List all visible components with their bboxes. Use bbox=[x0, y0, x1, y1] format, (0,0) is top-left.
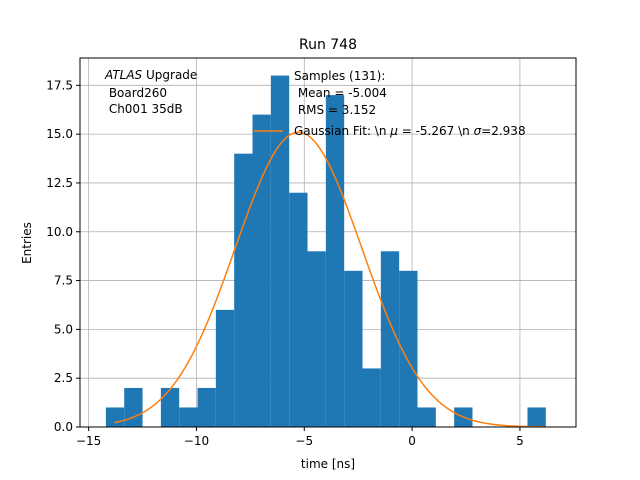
x-axis-label: time [ns] bbox=[301, 457, 355, 471]
histogram-bar bbox=[270, 75, 290, 428]
legend-fit-entry: Gaussian Fit: \n μ = -5.267 \n σ=2.938 bbox=[294, 124, 526, 138]
x-tick-label: 0 bbox=[408, 434, 416, 448]
histogram-bar bbox=[325, 95, 345, 427]
x-tick-label: −5 bbox=[295, 434, 313, 448]
legend-fit-suffix: =2.938 bbox=[481, 124, 525, 138]
y-axis-ticks: 0.0 2.5 5.0 7.5 10.0 12.5 15.0 17.5 bbox=[46, 78, 80, 434]
legend-samples-title: Samples (131): bbox=[294, 69, 385, 83]
y-tick-label: 2.5 bbox=[54, 371, 73, 385]
legend-fit-sigma: σ bbox=[474, 124, 482, 138]
histogram-bar bbox=[399, 270, 418, 427]
y-axis-label: Entries bbox=[20, 222, 34, 264]
x-axis-ticks: −15 −10 −5 0 5 bbox=[76, 427, 524, 448]
y-tick-label: 12.5 bbox=[46, 176, 73, 190]
x-tick-label: −15 bbox=[76, 434, 101, 448]
annotation-line-3: Ch001 35dB bbox=[105, 102, 183, 116]
histogram-bar bbox=[197, 387, 216, 427]
histogram-bar bbox=[160, 387, 180, 427]
histogram-bar bbox=[289, 192, 308, 427]
histogram-bar bbox=[215, 309, 235, 427]
legend-fit-prefix: Gaussian Fit: \n bbox=[294, 124, 390, 138]
histogram-bar bbox=[105, 407, 125, 427]
annotation-text: ATLAS Upgrade Board260 Ch001 35dB bbox=[104, 68, 197, 116]
histogram-bar bbox=[179, 407, 198, 427]
gaussian-fit-curve bbox=[114, 131, 546, 428]
histogram-bars bbox=[105, 75, 546, 428]
legend-mean: Mean = -5.004 bbox=[294, 86, 387, 100]
chart-title: Run 748 bbox=[299, 37, 357, 53]
histogram-bar bbox=[362, 368, 381, 427]
histogram-bar bbox=[252, 114, 271, 427]
histogram-bar bbox=[234, 153, 253, 427]
histogram-bar bbox=[417, 407, 436, 427]
annotation-line-1: ATLAS Upgrade bbox=[104, 68, 197, 82]
x-tick-label: −10 bbox=[184, 434, 209, 448]
histogram-bar bbox=[124, 387, 143, 427]
legend: Samples (131): Mean = -5.004 RMS = 3.152… bbox=[254, 69, 526, 138]
y-tick-label: 17.5 bbox=[46, 78, 73, 92]
plot-frame bbox=[79, 57, 577, 428]
annotation-upgrade: Upgrade bbox=[142, 68, 197, 82]
x-tick-label: 5 bbox=[516, 434, 524, 448]
histogram-bar bbox=[344, 270, 363, 427]
y-tick-label: 7.5 bbox=[54, 274, 73, 288]
y-tick-label: 10.0 bbox=[46, 225, 73, 239]
histogram-bar bbox=[527, 407, 546, 427]
legend-rms: RMS = 3.152 bbox=[294, 103, 376, 117]
y-tick-label: 0.0 bbox=[54, 420, 73, 434]
annotation-line-2: Board260 bbox=[105, 86, 167, 100]
legend-fit-mid: = -5.267 \n bbox=[398, 124, 474, 138]
histogram-bar bbox=[307, 251, 326, 427]
y-tick-label: 5.0 bbox=[54, 322, 73, 336]
legend-fit-mu: μ bbox=[389, 124, 398, 138]
y-tick-label: 15.0 bbox=[46, 127, 73, 141]
histogram-bar bbox=[380, 251, 400, 427]
annotation-atlas: ATLAS bbox=[104, 68, 143, 82]
